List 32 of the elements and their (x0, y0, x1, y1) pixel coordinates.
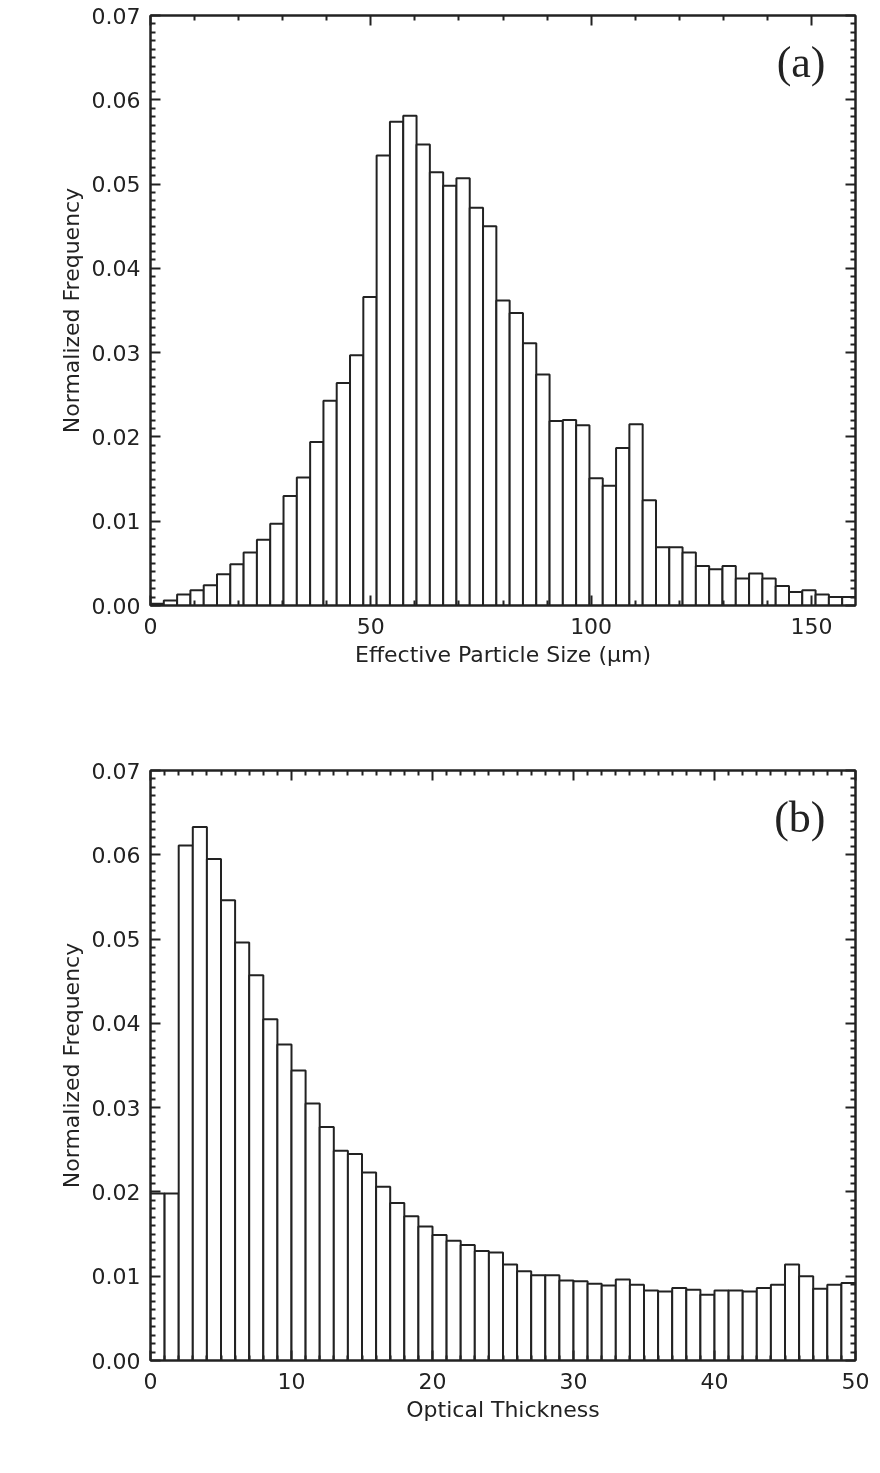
x-axis-title: Optical Thickness (406, 1396, 600, 1422)
y-tick-label: 0.02 (91, 424, 141, 450)
y-tick-label: 0.00 (91, 593, 141, 619)
y-tick-label: 0.07 (91, 758, 141, 784)
y-axis-title: Normalized Frequency (58, 942, 84, 1189)
y-tick-label: 0.04 (91, 1011, 141, 1037)
y-tick-label: 0.06 (91, 842, 141, 868)
y-tick-label: 0.01 (91, 509, 141, 535)
x-tick-label: 10 (277, 1368, 306, 1394)
x-tick-label: 0 (143, 1368, 158, 1394)
x-tick-label: 50 (841, 1368, 870, 1394)
y-tick-label: 0.03 (91, 1095, 141, 1121)
x-tick-label: 150 (790, 613, 833, 639)
x-tick-label: 100 (570, 613, 613, 639)
y-tick-label: 0.00 (91, 1348, 141, 1374)
x-tick-label: 50 (356, 613, 385, 639)
x-tick-label: 0 (143, 613, 158, 639)
y-tick-label: 0.05 (91, 172, 141, 198)
y-tick-label: 0.07 (91, 3, 141, 29)
x-tick-label: 20 (418, 1368, 447, 1394)
x-tick-label: 30 (559, 1368, 588, 1394)
y-tick-label: 0.05 (91, 927, 141, 953)
y-tick-label: 0.01 (91, 1264, 141, 1290)
y-tick-label: 0.03 (91, 340, 141, 366)
y-tick-label: 0.06 (91, 87, 141, 113)
x-tick-label: 40 (700, 1368, 729, 1394)
annotation: (b) (774, 792, 826, 842)
x-axis-title: Effective Particle Size (μm) (355, 641, 652, 667)
y-axis-title: Normalized Frequency (58, 187, 84, 434)
annotation: (a) (776, 37, 826, 87)
y-tick-label: 0.02 (91, 1179, 141, 1205)
y-tick-label: 0.04 (91, 256, 141, 282)
